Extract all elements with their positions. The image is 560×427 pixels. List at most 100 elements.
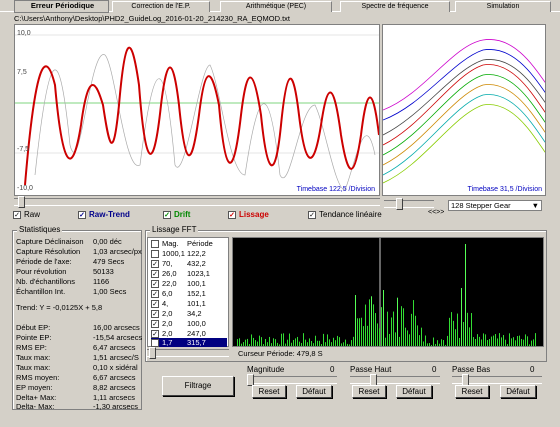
right-scrollbar[interactable] — [384, 198, 434, 210]
linear-correction-checkbox[interactable]: ✓ Tendance linéaire — [308, 210, 382, 219]
raw-checkbox[interactable]: ✓ Raw — [13, 210, 41, 219]
highpass-slider[interactable] — [350, 374, 440, 386]
tab-simulation[interactable]: Simulation — [455, 1, 551, 12]
fft-spectrum-chart — [237, 238, 536, 346]
list-item[interactable]: ✓ 70, 432,2 — [151, 259, 206, 268]
fft-bar — [401, 306, 402, 346]
fft-bar — [391, 317, 392, 346]
magnitude-reset-button[interactable]: Reset — [252, 385, 286, 398]
fft-bar — [373, 304, 374, 346]
fft-bar — [471, 313, 472, 346]
tab-frequency-spectrum[interactable]: Spectre de fréquence — [340, 1, 450, 12]
fft-bar — [381, 307, 382, 346]
arrows-label: <<>> — [428, 209, 445, 216]
fft-bar — [353, 336, 354, 346]
list-item[interactable]: ✓ 6,0 152,1 — [151, 289, 206, 298]
slider-thumb[interactable] — [247, 374, 254, 386]
fft-bar — [331, 342, 332, 346]
fft-bar — [493, 335, 494, 346]
cursor-period-label: Curseur Période: 479,8 S — [238, 349, 323, 358]
file-path: C:\Users\Anthony\Desktop\PHD2_GuideLog_2… — [14, 14, 290, 23]
stat-label: Taux max: — [16, 363, 51, 372]
magnitude-slider[interactable] — [247, 374, 337, 386]
list-item[interactable]: ✓ 22,0 100,1 — [151, 279, 206, 288]
check-icon: ✓ — [151, 299, 159, 308]
fft-bar — [367, 325, 368, 346]
list-item[interactable]: ✓ 2,0 34,2 — [151, 309, 202, 318]
fft-bar — [377, 323, 378, 346]
fft-bar — [317, 340, 318, 346]
lowpass-slider[interactable] — [452, 374, 542, 386]
list-item-selected[interactable]: ✓ 1,7 315,7 — [151, 338, 227, 347]
fft-bar — [351, 340, 352, 346]
chevron-down-icon: ▼ — [531, 201, 539, 210]
fft-bar — [463, 321, 464, 346]
fft-bar — [399, 336, 400, 346]
fft-bar — [521, 338, 522, 346]
periodic-error-plot[interactable]: 10,0 7,5 -7,5 -10,0 Timebase 122,5 /Divi… — [14, 24, 380, 196]
fft-bar — [283, 333, 284, 346]
fft-bar — [407, 330, 408, 346]
stat-value: 0,10 x sidéral — [93, 363, 138, 372]
check-icon: ✓ — [151, 319, 159, 328]
raw-trend-checkbox[interactable]: ✓ Raw-Trend — [78, 210, 130, 219]
highpass-reset-button[interactable]: Reset — [352, 385, 386, 398]
overlay-chart — [383, 39, 545, 184]
fft-bar — [265, 339, 266, 346]
stat-value: 16,00 arcsecs — [93, 323, 140, 332]
stat-value: 6,47 arcsecs — [93, 343, 136, 352]
fft-bar — [517, 335, 518, 346]
fft-bar — [451, 312, 452, 346]
fft-bar — [419, 335, 420, 346]
list-scrollbar[interactable] — [147, 347, 229, 359]
list-item[interactable]: ✓ 4, 101,1 — [151, 299, 206, 308]
gear-dropdown[interactable]: 128 Stepper Gear ▼ — [448, 200, 542, 211]
fft-bar — [263, 344, 264, 346]
drift-checkbox[interactable]: ✓ Drift — [163, 210, 191, 219]
stat-label: Pour révolution — [16, 267, 67, 276]
scroll-thumb[interactable] — [18, 196, 25, 208]
fft-bar — [403, 308, 404, 346]
fft-bar — [295, 338, 296, 346]
fft-spectrum-plot[interactable] — [232, 237, 544, 347]
main-scrollbar[interactable] — [14, 196, 380, 208]
fft-bar — [405, 327, 406, 346]
tab-periodic-error[interactable]: Erreur Périodique — [14, 0, 109, 13]
fft-bar — [285, 343, 286, 346]
lowpass-reset-button[interactable]: Reset — [455, 385, 489, 398]
magnitude-defaults-button[interactable]: Défaut — [296, 385, 332, 398]
fft-bar — [505, 339, 506, 346]
y-tick: -7,5 — [17, 146, 30, 153]
check-icon: ✓ — [228, 210, 236, 219]
fft-bar — [267, 342, 268, 346]
stat-label: Période de l'axe: — [16, 257, 72, 266]
worm-overlay-plot[interactable]: Timebase 31,5 /Division — [382, 24, 546, 196]
smoothing-checkbox[interactable]: ✓ Lissage — [228, 210, 269, 219]
fft-bar — [411, 313, 412, 346]
list-item[interactable]: ✓ 26,0 1023,1 — [151, 269, 210, 278]
apply-filter-button[interactable]: Filtrage — [162, 376, 234, 396]
list-item[interactable]: ✓ 2,0 100,0 — [151, 319, 206, 328]
stat-label: Capture Résolution — [16, 247, 81, 256]
fft-bar — [495, 334, 496, 346]
fft-bar — [271, 343, 272, 346]
fft-bar — [429, 343, 430, 346]
scroll-thumb[interactable] — [149, 347, 156, 359]
highpass-defaults-button[interactable]: Défaut — [396, 385, 432, 398]
lowpass-defaults-button[interactable]: Défaut — [500, 385, 536, 398]
tab-pe-correction[interactable]: Correction de l'E.P. — [112, 1, 210, 12]
overlay-curve — [383, 59, 545, 136]
fft-bar — [309, 338, 310, 346]
y-tick: 10,0 — [17, 30, 31, 37]
scroll-thumb[interactable] — [396, 198, 403, 210]
tab-pec-arithmetic[interactable]: Arithmétique (PEC) — [220, 1, 332, 12]
list-item[interactable]: 1000,1 122,2 — [151, 249, 206, 258]
fft-bar — [385, 337, 386, 346]
stat-label: RMS moyen: — [16, 373, 60, 382]
fft-bar — [469, 327, 470, 346]
fft-bar — [337, 335, 338, 346]
fft-bar — [361, 317, 362, 346]
harmonics-list[interactable]: Mag. Période 1000,1 122,2 ✓ 70, 432,2 ✓ 26,0… — [147, 237, 229, 347]
trend-equation: Trend: Y = -0,0125X + 5,8 — [16, 303, 103, 312]
list-item[interactable]: ✓ 2,0 247,0 — [151, 329, 206, 338]
